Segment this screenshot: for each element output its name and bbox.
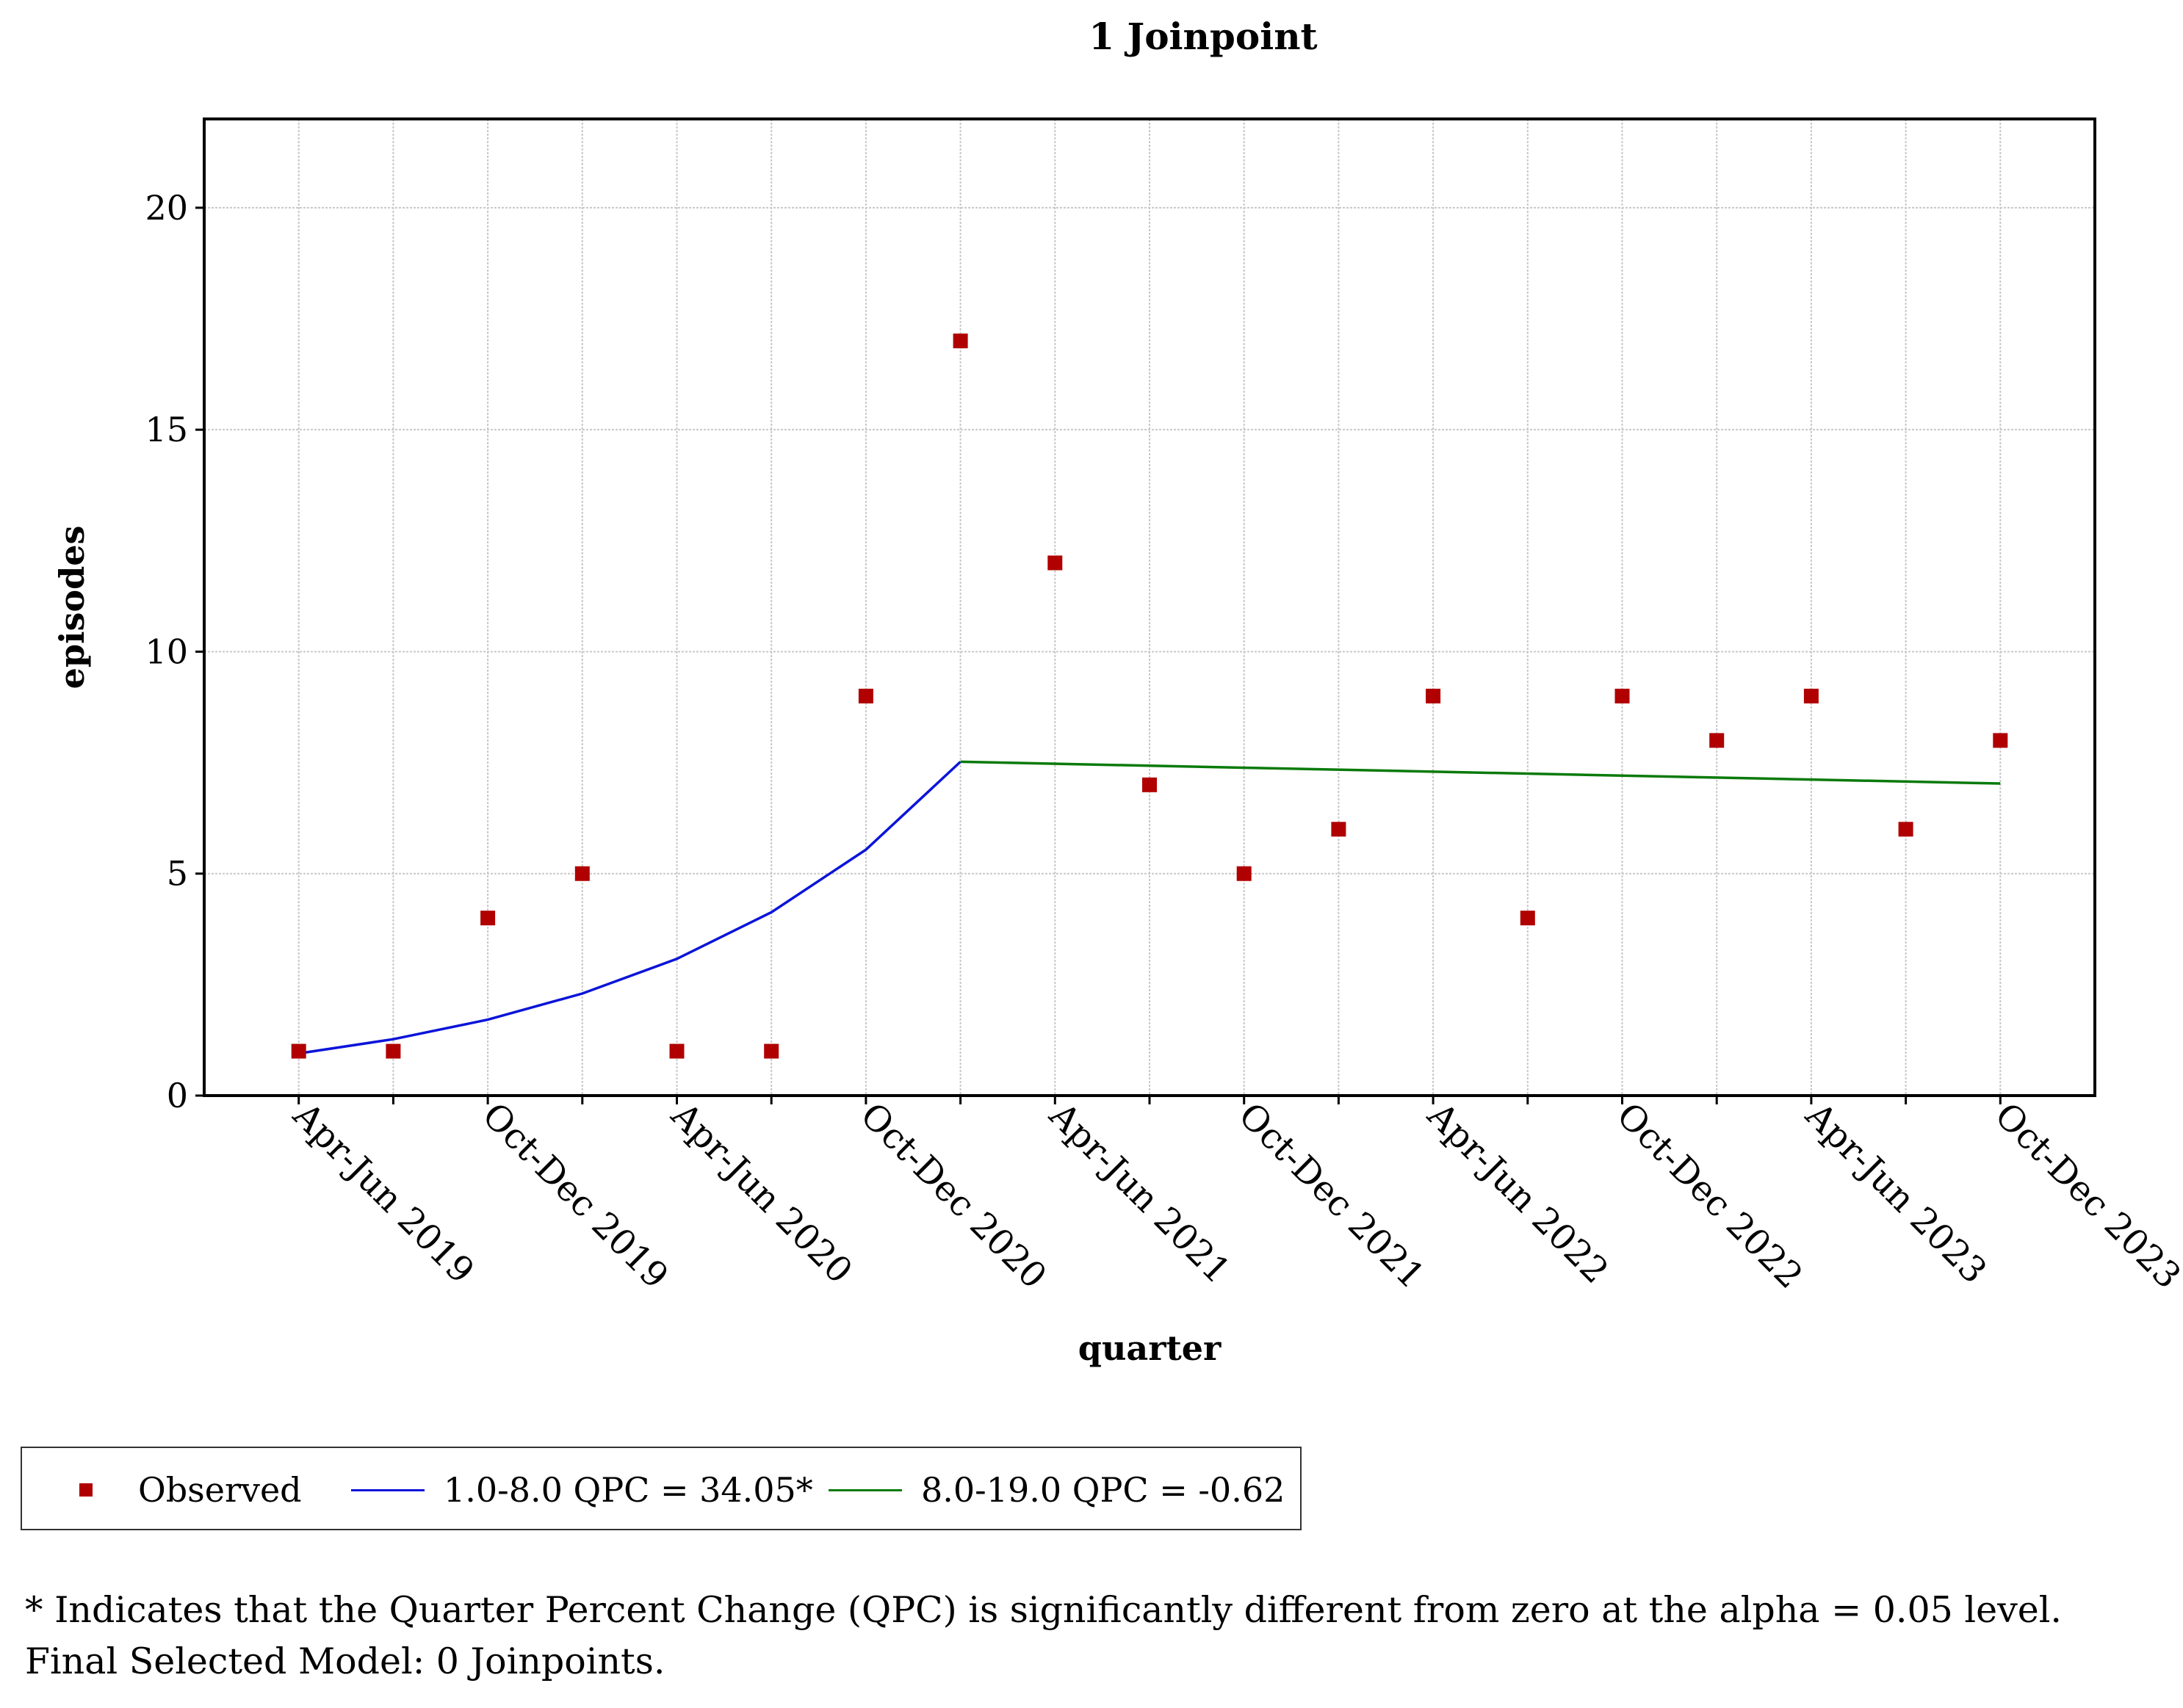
x-tick-label: Oct-Dec 2023: [1987, 1095, 2183, 1297]
observed-point: [1614, 688, 1630, 703]
x-tick-label: Oct-Dec 2021: [1230, 1095, 1432, 1297]
x-tick-label: Apr-Jun 2019: [285, 1094, 483, 1292]
significance-note: * Indicates that the Quarter Percent Cha…: [25, 1589, 2062, 1631]
legend-segment-1-label: 1.0-8.0 QPC = 34.05*: [444, 1470, 813, 1510]
fitted-line-segment-2: [960, 760, 2001, 785]
observed-point: [1898, 822, 1913, 837]
chart-title: 1 Joinpoint: [1089, 15, 1317, 58]
y-axis-ticks: 0 5 10 15 20: [145, 188, 204, 1115]
observed-point: [764, 1043, 779, 1059]
legend-segment-2-line: [829, 1488, 902, 1491]
legend-observed-marker: [79, 1483, 93, 1497]
x-tick-label: Oct-Dec 2022: [1609, 1095, 1811, 1297]
x-tick-label: Apr-Jun 2023: [1797, 1094, 1995, 1292]
fitted-line-segment-1: [298, 761, 961, 1055]
legend: Observed 1.0-8.0 QPC = 34.05* 8.0-19.0 Q…: [21, 1447, 1302, 1530]
y-tick-label: 0: [167, 1076, 188, 1115]
y-axis-label: episodes: [52, 526, 92, 690]
observed-point: [1520, 911, 1535, 926]
legend-segment-1-line: [351, 1488, 425, 1491]
legend-item-observed: Observed: [79, 1448, 302, 1532]
observed-point: [1709, 733, 1725, 748]
observed-point: [1803, 688, 1819, 703]
observed-point: [1142, 777, 1157, 792]
observed-point: [1426, 688, 1441, 703]
x-tick-label: Apr-Jun 2020: [663, 1094, 860, 1292]
observed-point: [1047, 555, 1063, 571]
model-note: Final Selected Model: 0 Joinpoints.: [25, 1640, 665, 1682]
observed-point: [669, 1043, 685, 1059]
observed-points: [291, 333, 2008, 1059]
observed-point: [386, 1043, 401, 1059]
x-axis-label: quarter: [1078, 1328, 1222, 1368]
x-tick-label: Apr-Jun 2021: [1041, 1094, 1238, 1292]
x-tick-label: Oct-Dec 2019: [475, 1095, 676, 1297]
observed-point: [291, 1043, 306, 1059]
legend-observed-label: Observed: [138, 1470, 302, 1510]
y-tick-label: 5: [167, 854, 188, 894]
legend-item-segment-1: 1.0-8.0 QPC = 34.05*: [351, 1448, 813, 1532]
observed-point: [1993, 733, 2008, 748]
y-tick-label: 20: [145, 188, 188, 228]
y-tick-label: 15: [145, 410, 188, 449]
legend-item-segment-2: 8.0-19.0 QPC = -0.62: [829, 1448, 1285, 1532]
observed-point: [858, 688, 873, 703]
observed-point: [1331, 822, 1346, 837]
observed-point: [953, 333, 968, 349]
y-tick-label: 10: [145, 632, 188, 671]
x-tick-label: Apr-Jun 2022: [1419, 1094, 1617, 1292]
observed-point: [1236, 866, 1252, 881]
observed-point: [480, 911, 496, 926]
grid: [204, 119, 2095, 1096]
fitted-lines: [298, 760, 2001, 1055]
x-tick-label: Oct-Dec 2020: [852, 1095, 1054, 1297]
legend-segment-2-label: 8.0-19.0 QPC = -0.62: [921, 1470, 1285, 1510]
observed-point: [574, 866, 590, 881]
